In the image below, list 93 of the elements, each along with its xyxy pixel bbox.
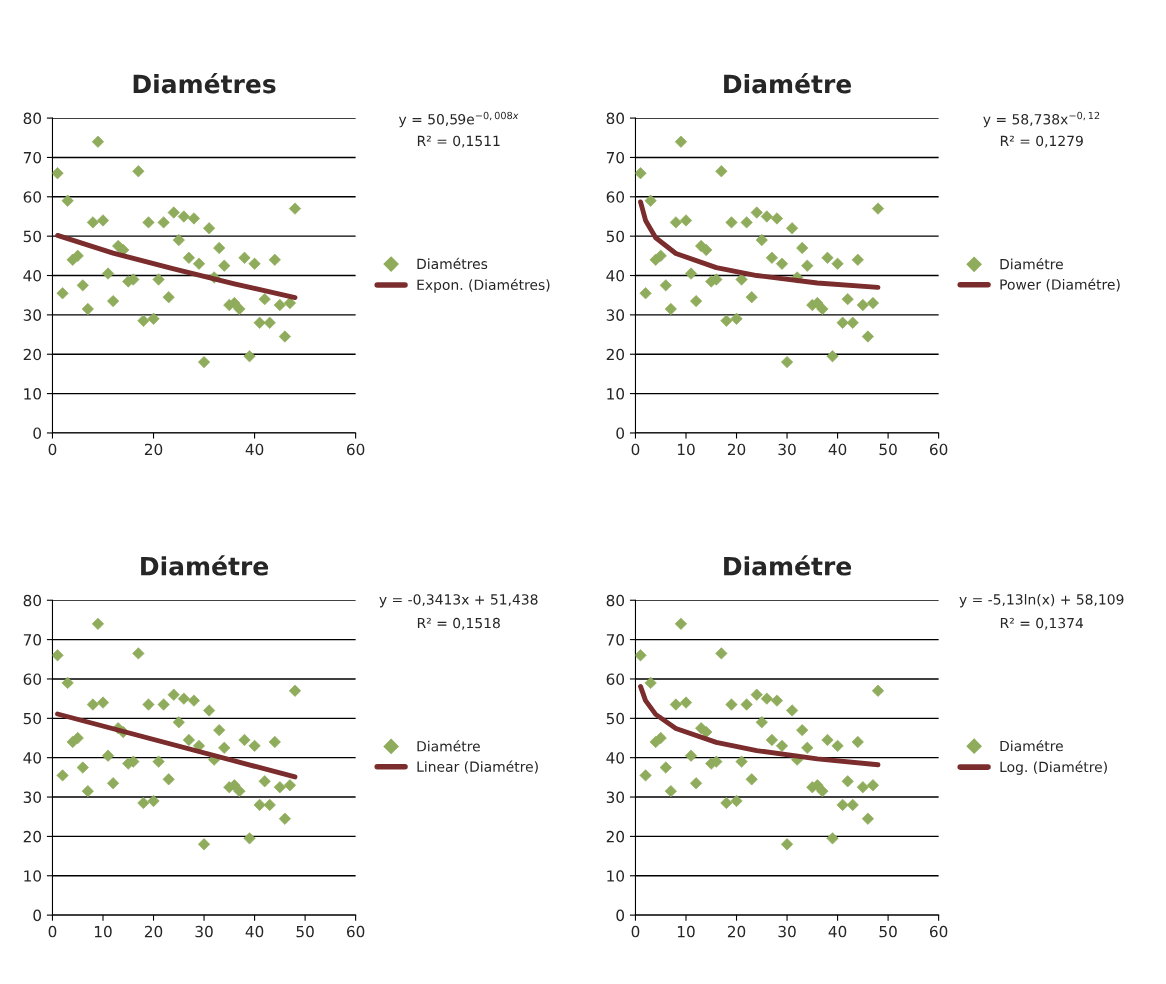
x-tick-label: 40: [245, 925, 264, 938]
x-tick-label: 20: [727, 443, 746, 456]
legend-label: Linear (Diamétre): [417, 760, 538, 774]
text: y = -0,3413x + 51,438: [379, 594, 538, 608]
x-tick-label: 50: [296, 925, 314, 938]
y-tick-label: 80: [606, 594, 625, 607]
x-tick-label: 40: [828, 443, 847, 456]
text: y = 58,738x$^{−0,12}$: [983, 111, 1100, 128]
y-tick-label: 70: [23, 151, 42, 164]
y-tick-label: 50: [23, 230, 42, 243]
y-tick-label: 40: [23, 752, 42, 764]
point: [52, 167, 64, 180]
x-tick-label: 10: [94, 925, 112, 938]
y-tick-label: 20: [606, 830, 625, 843]
legend-label: Diamétres: [417, 257, 488, 270]
legend-label: Diamétre: [417, 740, 480, 752]
y-tick-label: 60: [23, 673, 42, 685]
y-tick-label: 30: [606, 309, 625, 321]
y-tick-label: 0: [33, 427, 42, 439]
y-tick-label: 40: [606, 752, 625, 764]
legend-label: Expon. (Diamétres): [417, 278, 550, 293]
y-tick-label: 20: [606, 348, 625, 361]
point: [203, 704, 216, 717]
x-tick-label: 0: [631, 443, 640, 456]
text: y = -5,13ln(x) + 58,109: [959, 593, 1124, 608]
text: R² = 0,1518: [417, 617, 500, 630]
y-tick-label: 30: [606, 791, 625, 804]
x-tick-label: 30: [778, 925, 796, 938]
legend-label: Power (Diamétre): [1000, 278, 1120, 292]
x-tick-label: 60: [346, 925, 365, 938]
point: [861, 330, 874, 343]
y-tick-label: 60: [606, 191, 625, 203]
y-tick-label: 80: [23, 112, 42, 125]
text: R² = 0,1279: [1000, 135, 1083, 148]
line-series: [638, 199, 881, 290]
y-tick-label: 20: [23, 348, 42, 361]
x-tick-label: 10: [677, 925, 695, 938]
x-tick-label: 20: [144, 443, 163, 456]
chart-title: Diamétre: [724, 73, 852, 94]
y-tick-label: 40: [606, 269, 625, 282]
x-tick-label: 30: [778, 443, 796, 456]
y-tick-label: 20: [23, 830, 42, 843]
x-tick-label: 60: [929, 925, 948, 938]
x-tick-label: 50: [879, 925, 897, 938]
y-tick-label: 60: [606, 673, 625, 685]
point: [233, 785, 246, 798]
y-tick-label: 30: [23, 309, 42, 321]
chart-title: Diamétres: [133, 73, 276, 94]
point: [871, 202, 885, 215]
x-tick-label: 40: [828, 925, 847, 938]
x-tick-label: 60: [346, 443, 365, 456]
y-tick-label: 50: [23, 712, 42, 725]
y-tick-label: 70: [606, 634, 625, 646]
point: [238, 733, 251, 747]
x-tick-label: 40: [245, 443, 264, 456]
y-tick-label: 50: [606, 230, 625, 243]
y-tick-label: 70: [23, 634, 42, 646]
x-tick-label: 10: [677, 443, 695, 456]
x-tick-label: 50: [879, 443, 897, 456]
point: [816, 302, 829, 316]
legend-label: Log. (Diamétre): [1000, 760, 1107, 775]
y-tick-label: 60: [23, 191, 42, 203]
y-tick-label: 80: [606, 112, 625, 125]
point: [770, 694, 784, 707]
y-tick-label: 10: [24, 388, 42, 400]
y-tick-label: 0: [616, 427, 625, 439]
y-tick-label: 10: [607, 388, 625, 400]
chart-title: Diamétre: [724, 555, 852, 576]
point: [147, 794, 160, 808]
chart-title: Diamétre: [141, 555, 269, 576]
y-tick-label: 30: [23, 791, 42, 804]
x-tick-label: 30: [195, 925, 213, 938]
text: R² = 0,1511: [417, 135, 500, 148]
x-tick-label: 20: [144, 925, 163, 938]
y-tick-label: 10: [607, 870, 625, 882]
text: R² = 0,1374: [1000, 617, 1084, 630]
legend-label: Diamétre: [1000, 739, 1063, 752]
text: y = 50,59e$^{−0,008x}$: [398, 111, 519, 128]
legend-label: Diamétre: [1000, 258, 1063, 270]
y-tick-label: 10: [24, 870, 42, 882]
x-tick-label: 0: [631, 925, 640, 938]
x-tick-label: 60: [929, 443, 948, 456]
y-tick-label: 40: [23, 269, 42, 282]
y-tick-label: 0: [33, 909, 42, 922]
y-tick-label: 70: [606, 151, 625, 164]
x-tick-label: 0: [48, 443, 57, 456]
x-tick-label: 0: [48, 925, 57, 938]
y-tick-label: 50: [606, 712, 625, 725]
y-tick-label: 80: [23, 594, 42, 607]
x-tick-label: 20: [727, 925, 746, 938]
point: [669, 698, 682, 711]
line-series: [638, 684, 881, 768]
y-tick-label: 0: [616, 909, 625, 922]
